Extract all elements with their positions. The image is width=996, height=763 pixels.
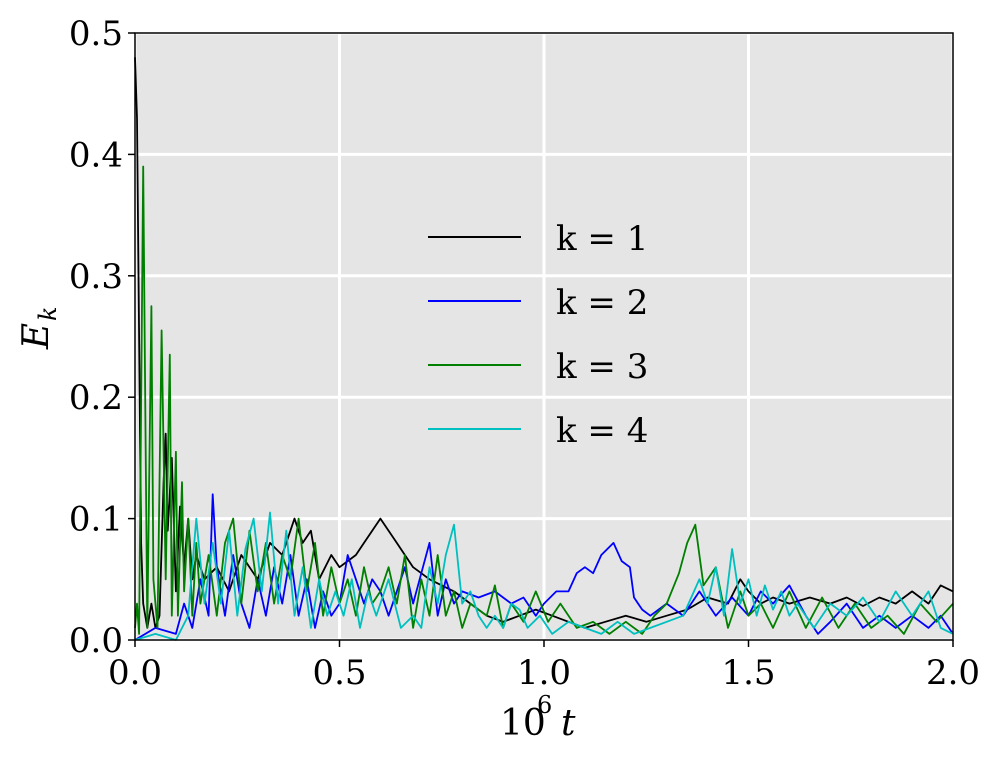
legend: k = 1 k = 2 k = 3 k = 4 [428, 219, 648, 451]
series-line-k4 [134, 511, 954, 641]
y-axis-label-symbol: E [16, 323, 57, 350]
x-tick-label: 1.5 [721, 653, 775, 693]
series-line-k3 [134, 165, 954, 635]
y-tick-label: 0.5 [69, 14, 123, 54]
x-tick-label: 2.0 [926, 653, 980, 693]
x-tick-label: 1.0 [517, 653, 571, 693]
y-tick-label: 0.4 [69, 135, 123, 175]
x-axis-label-variable: t [561, 703, 576, 744]
y-tick-label: 0.0 [69, 621, 123, 661]
x-axis-label-coefficient: 10 [500, 703, 546, 744]
x-tick-label: 0.0 [108, 653, 162, 693]
y-tick-label: 0.1 [69, 500, 123, 540]
series-line-k2 [134, 493, 954, 641]
y-tick-label: 0.3 [69, 257, 123, 297]
y-axis-label-subscript: k [34, 306, 62, 321]
x-tick-label: 0.5 [312, 653, 366, 693]
x-axis-label-exponent: 6 [537, 691, 552, 719]
legend-label-k1: k = 1 [556, 219, 648, 259]
legend-label-k4: k = 4 [556, 411, 648, 451]
series-lines [134, 57, 954, 641]
axis-ticks: 0.0 0.5 1.0 1.5 2.0 0.0 0.1 0.2 0.3 0.4 0.5 [69, 14, 980, 693]
legend-label-k3: k = 3 [556, 347, 648, 387]
legend-label-k2: k = 2 [556, 283, 648, 323]
x-axis-label: 10 6 t [500, 691, 576, 744]
y-axis-label: E k [16, 306, 62, 350]
y-tick-label: 0.2 [69, 378, 123, 418]
